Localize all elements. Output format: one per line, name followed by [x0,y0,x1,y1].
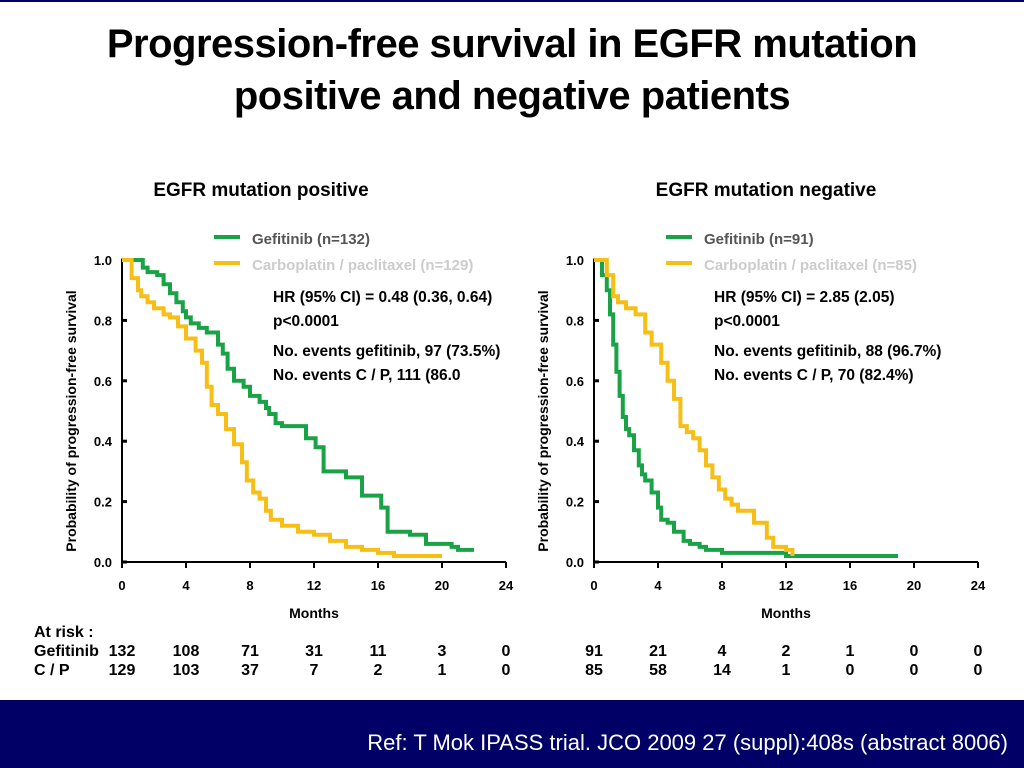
neg-annotation-2: No. events gefitinib, 88 (96.7%) [714,343,941,360]
neg-annotation-0: HR (95% CI) = 2.85 (2.05) [714,289,894,306]
pos-y-tick-label: 0.6 [94,374,112,389]
at-risk-row-label-0: Gefitinib [34,643,99,660]
pos-y-tick-label: 0.0 [94,555,112,570]
top-border [0,0,1024,2]
neg-y-tick-label: 0.6 [566,374,584,389]
neg-y-axis-label: Probability of progression-free survival [535,290,551,551]
neg-at-risk-1-1: 58 [649,662,667,679]
at-risk-heading: At risk : [34,624,94,641]
pos-y-tick-label: 0.8 [94,313,112,328]
pos-x-tick-label: 12 [307,578,321,593]
neg-at-risk-0-5: 0 [910,643,919,660]
pos-at-risk-1-0: 129 [109,662,136,679]
pos-legend-label-1: Carboplatin / paclitaxel (n=129) [252,257,473,274]
pos-y-tick-label: 0.4 [94,434,113,449]
km-charts: EGFR mutation positive Gefitinib (n=132) C… [34,180,986,679]
neg-y-tick-label: 0.8 [566,313,584,328]
pos-chart-title: EGFR mutation positive [153,180,368,201]
neg-y-tick-label: 0.2 [566,495,584,510]
pos-at-risk-1-1: 103 [173,662,200,679]
reference-text: Ref: T Mok IPASS trial. JCO 2009 27 (sup… [367,730,1008,755]
pos-at-risk-1-4: 2 [374,662,383,679]
neg-x-tick-label: 12 [779,578,793,593]
neg-x-tick-label: 20 [907,578,921,593]
pos-legend-label-0: Gefitinib (n=132) [252,231,370,248]
neg-annotation-1: p<0.0001 [714,313,780,330]
pos-annotation-0: HR (95% CI) = 0.48 (0.36, 0.64) [273,289,492,306]
neg-at-risk-1-2: 14 [713,662,731,679]
pos-annotation-1: p<0.0001 [273,313,339,330]
neg-at-risk-0-4: 1 [846,643,855,660]
neg-at-risk-0-0: 91 [585,643,603,660]
pos-x-tick-label: 16 [371,578,385,593]
pos-at-risk-1-3: 7 [310,662,319,679]
neg-legend-label-1: Carboplatin / paclitaxel (n=85) [704,257,917,274]
pos-at-risk-1-5: 1 [438,662,447,679]
pos-at-risk-0-5: 3 [438,643,447,660]
slide-title-line-1: Progression-free survival in EGFR mutati… [106,22,918,66]
neg-at-risk-0-1: 21 [649,643,667,660]
at-risk-row-label-1: C / P [34,662,70,679]
pos-x-tick-label: 4 [182,578,190,593]
neg-x-tick-label: 16 [843,578,857,593]
neg-x-tick-label: 8 [718,578,725,593]
neg-at-risk-1-4: 0 [846,662,855,679]
pos-annotation-2: No. events gefitinib, 97 (73.5%) [273,343,500,360]
neg-annotation-3: No. events C / P, 70 (82.4%) [714,367,914,384]
neg-at-risk-0-2: 4 [718,643,727,660]
pos-x-tick-label: 24 [499,578,514,593]
neg-at-risk-0-3: 2 [782,643,791,660]
neg-at-risk-1-0: 85 [585,662,603,679]
neg-at-risk-1-3: 1 [782,662,791,679]
slide-title: Progression-free survival in EGFR mutati… [0,18,1024,122]
pos-annotation-3: No. events C / P, 111 (86.0 [273,367,461,384]
neg-x-axis-label: Months [761,605,811,621]
neg-series-1-line [594,258,795,556]
pos-at-risk-1-2: 37 [241,662,259,679]
pos-x-tick-label: 8 [246,578,253,593]
slide-title-line-2: positive and negative patients [233,74,791,118]
pos-x-tick-label: 0 [118,578,125,593]
neg-y-tick-label: 0.0 [566,555,584,570]
pos-at-risk-0-3: 31 [305,643,323,660]
pos-series-1-line [122,258,442,558]
neg-x-tick-label: 0 [590,578,597,593]
neg-at-risk-1-6: 0 [974,662,983,679]
pos-at-risk-1-6: 0 [502,662,511,679]
pos-series-0-line [122,258,474,552]
pos-at-risk-0-1: 108 [173,643,200,660]
neg-y-tick-label: 0.4 [566,434,585,449]
pos-at-risk-0-0: 132 [109,643,136,660]
pos-at-risk-0-2: 71 [241,643,259,660]
pos-at-risk-0-6: 0 [502,643,511,660]
pos-y-axis-label: Probability of progression-free survival [63,290,79,551]
pos-x-tick-label: 20 [435,578,449,593]
pos-y-tick-label: 0.2 [94,495,112,510]
pos-x-axis-label: Months [289,605,339,621]
neg-at-risk-1-5: 0 [910,662,919,679]
neg-x-tick-label: 4 [654,578,662,593]
neg-chart-title: EGFR mutation negative [656,180,877,201]
footer-bar: Ref: T Mok IPASS trial. JCO 2009 27 (sup… [0,700,1024,768]
pos-y-tick-label: 1.0 [94,253,112,268]
neg-y-tick-label: 1.0 [566,253,584,268]
neg-at-risk-0-6: 0 [974,643,983,660]
neg-legend-label-0: Gefitinib (n=91) [704,231,814,248]
pos-at-risk-0-4: 11 [370,643,387,660]
neg-x-tick-label: 24 [971,578,986,593]
neg-series-0-line [594,258,898,558]
